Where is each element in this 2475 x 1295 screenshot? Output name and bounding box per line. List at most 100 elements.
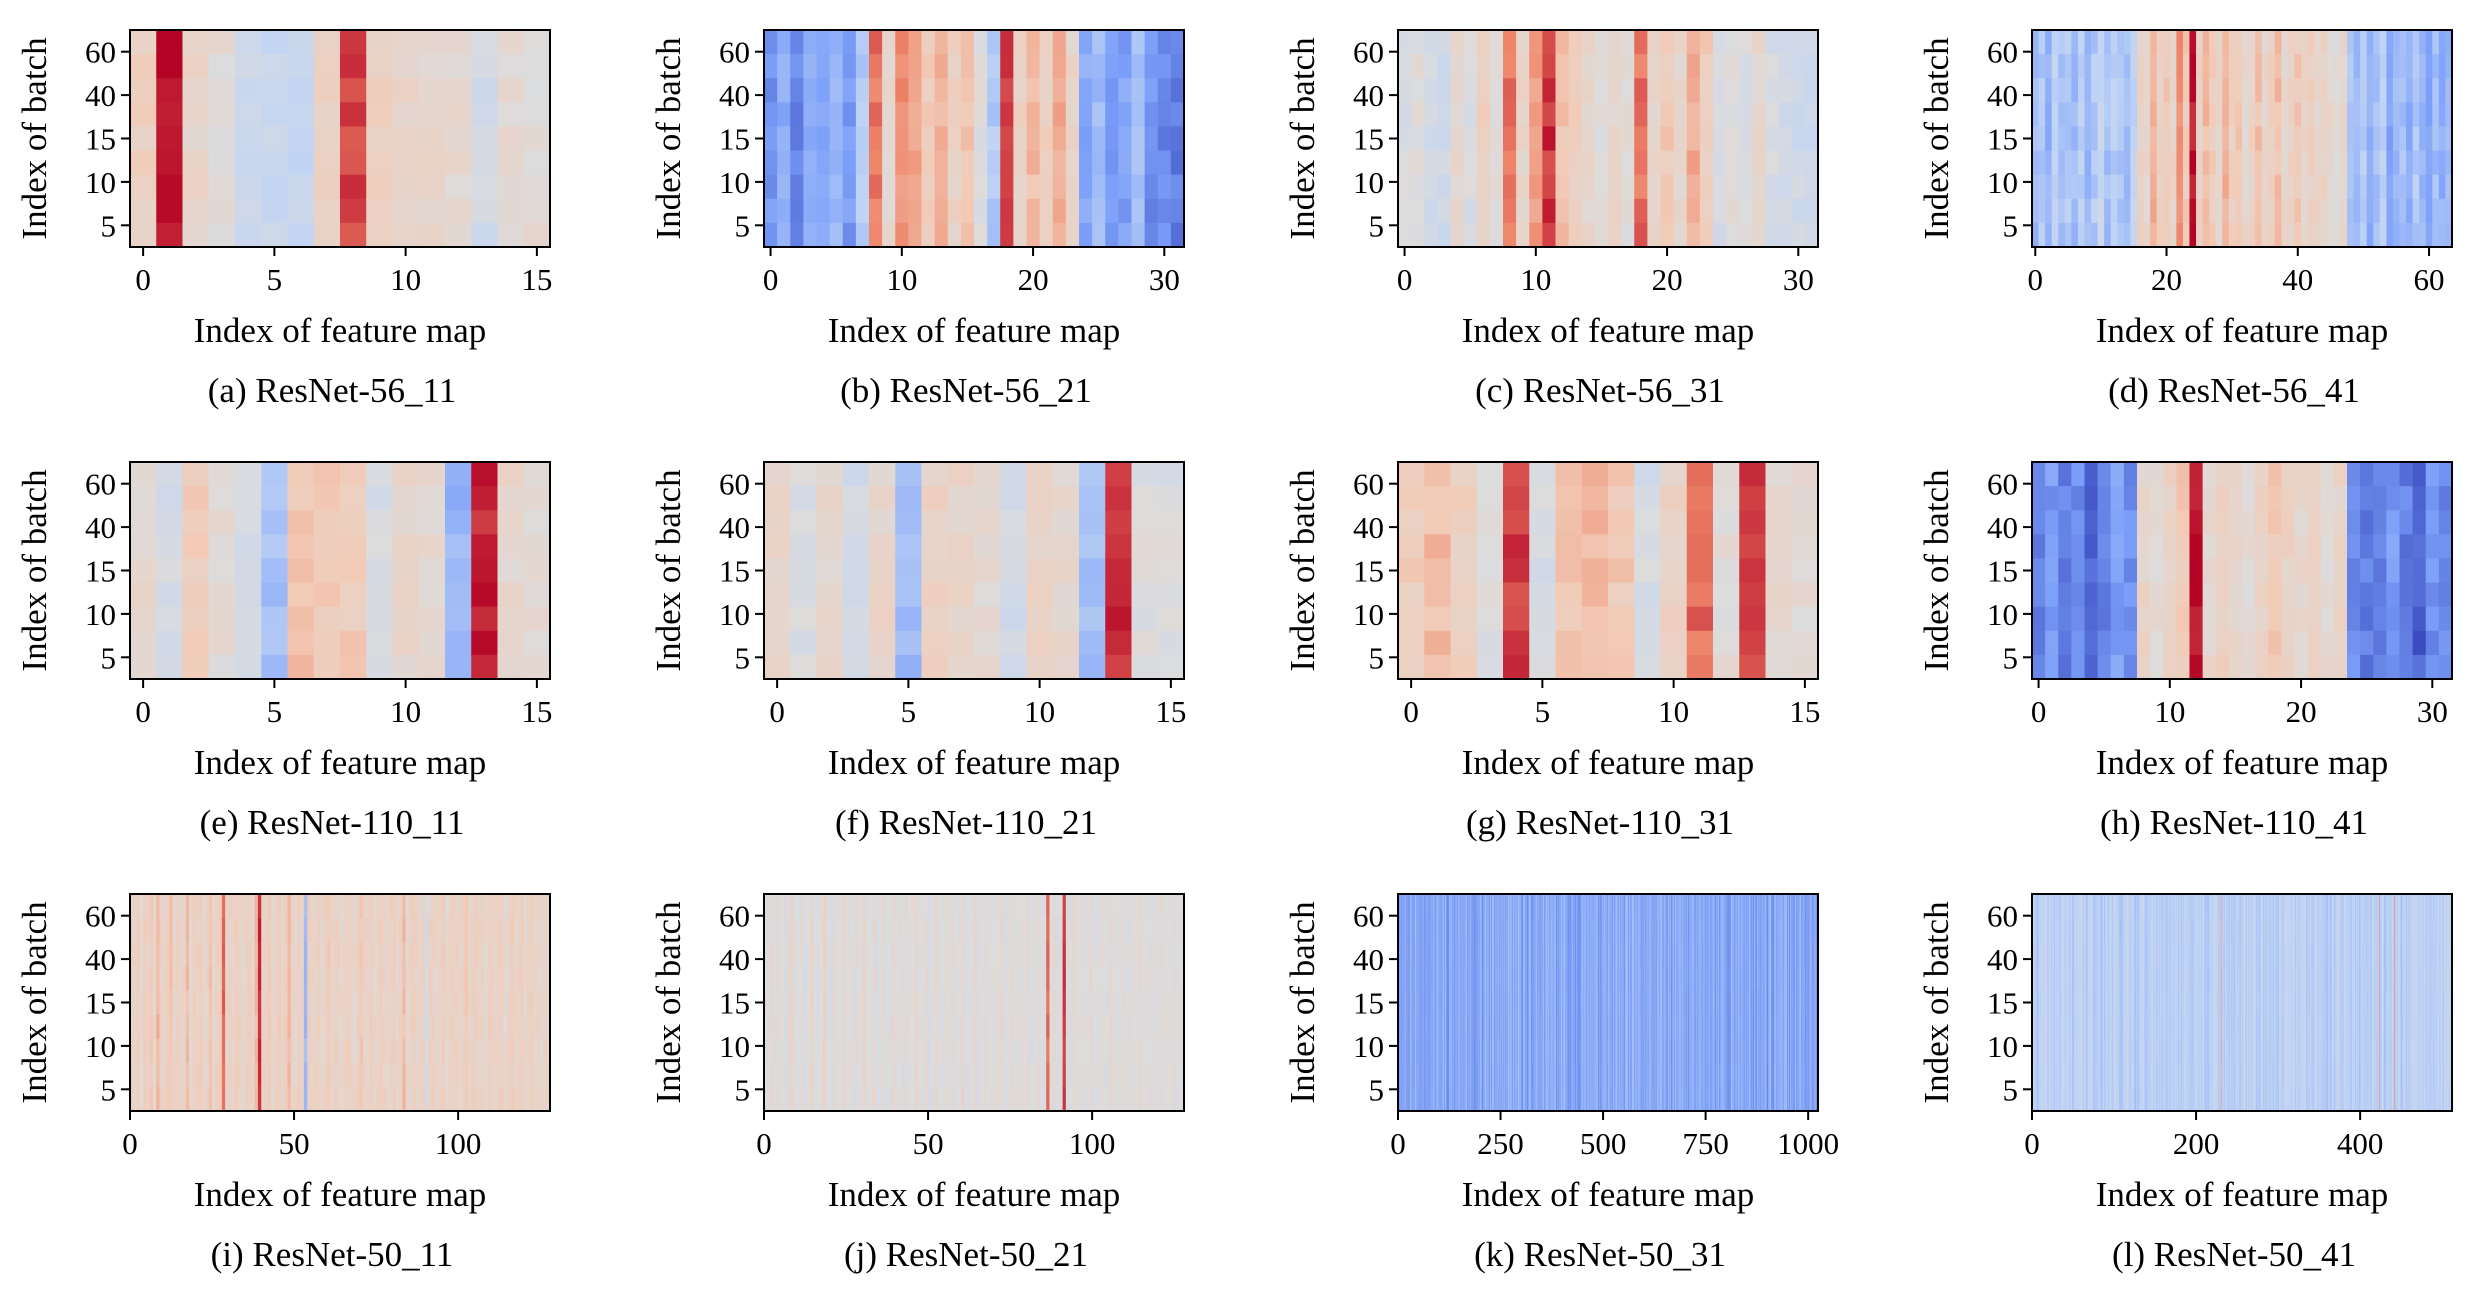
heatmap-cell	[842, 606, 870, 632]
heatmap-cell	[218, 1038, 223, 1064]
heatmap-cell	[846, 918, 850, 943]
heatmap-cell	[1056, 942, 1060, 967]
heatmap-cell	[323, 1062, 328, 1088]
heatmap-cell	[198, 1086, 203, 1112]
heatmap-cell	[1065, 30, 1080, 55]
heatmap-cell	[888, 1014, 893, 1040]
heatmap-cell	[1450, 630, 1478, 656]
heatmap-cell	[1411, 102, 1425, 128]
heatmap-cell	[1463, 150, 1478, 176]
heatmap-cell	[895, 198, 909, 224]
heatmap-cell	[944, 1038, 949, 1064]
heatmap-cell	[1062, 894, 1067, 919]
heatmap-cell	[169, 1086, 174, 1112]
heatmap-cell	[974, 918, 978, 943]
heatmap-cell	[947, 1014, 952, 1040]
heatmap-cell	[1450, 606, 1478, 632]
heatmap-cell	[543, 1038, 548, 1064]
heatmap-cell	[1042, 1014, 1047, 1040]
heatmap-cell	[2445, 54, 2453, 79]
heatmap-cell	[523, 102, 551, 128]
heatmap-cell	[490, 1086, 495, 1112]
y-axis-label: Index of batch	[15, 901, 54, 1104]
heatmap-cell	[274, 1086, 279, 1112]
heatmap-cell	[1013, 1038, 1018, 1064]
heatmap-cell	[527, 918, 531, 943]
heatmap-cell	[395, 918, 400, 943]
heatmap-cell	[764, 1014, 768, 1040]
heatmap-cell	[829, 150, 844, 176]
heatmap-cell	[458, 894, 463, 919]
heatmap-cell	[330, 966, 335, 992]
x-tick-label: 5	[267, 262, 283, 297]
heatmap-cell	[2366, 126, 2374, 152]
heatmap-cell	[366, 894, 371, 919]
heatmap-cell	[934, 1086, 939, 1112]
heatmap-cell	[1033, 1038, 1037, 1064]
heatmap-cell	[2215, 54, 2223, 79]
heatmap-cell	[2235, 126, 2243, 152]
heatmap-cell	[921, 510, 949, 535]
heatmap-cell	[1124, 1038, 1129, 1064]
heatmap-cell	[2097, 30, 2105, 55]
heatmap-cell	[793, 990, 798, 1016]
heatmap-cell	[2123, 534, 2138, 560]
heatmap-cell	[869, 918, 873, 943]
heatmap-cell	[385, 918, 390, 943]
heatmap-cell	[1424, 582, 1452, 608]
heatmap-cell	[1157, 486, 1185, 511]
heatmap-cell	[241, 1086, 246, 1112]
heatmap-cell	[1056, 1062, 1060, 1088]
heatmap-cell	[166, 990, 170, 1016]
heatmap-cell	[290, 1062, 295, 1088]
heatmap-cell	[878, 966, 883, 992]
heatmap-cell	[379, 942, 384, 967]
heatmap-cell	[1131, 918, 1136, 943]
heatmap-cell	[284, 1062, 289, 1088]
heatmap-cell	[1476, 222, 1491, 248]
heatmap-cell	[1529, 150, 1543, 176]
heatmap-cell	[770, 1014, 775, 1040]
heatmap-cell	[1121, 990, 1126, 1016]
heatmap-cell	[523, 174, 551, 200]
heatmap-cell	[280, 918, 285, 943]
heatmap-cell	[895, 606, 923, 632]
heatmap-cell	[1608, 510, 1635, 535]
heatmap-cell	[484, 966, 489, 992]
heatmap-cell	[389, 966, 394, 992]
heatmap-cell	[790, 1014, 795, 1040]
heatmap-cell	[536, 1062, 541, 1088]
heatmap-cell	[169, 1014, 174, 1040]
heatmap-cell	[418, 78, 446, 103]
heatmap-cell	[2360, 150, 2368, 176]
heatmap-cell	[497, 894, 502, 919]
heatmap-cell	[1118, 198, 1133, 224]
heatmap-cell	[2301, 174, 2309, 200]
heatmap-cell	[2215, 558, 2230, 584]
heatmap-cell	[218, 942, 223, 967]
heatmap-cell	[385, 1014, 390, 1040]
heatmap-cell	[2432, 54, 2440, 79]
heatmap-cell	[159, 1062, 164, 1088]
heatmap-cell	[1141, 918, 1146, 943]
heatmap-cell	[533, 966, 538, 992]
heatmap-cell	[235, 462, 262, 487]
heatmap-cell	[169, 942, 174, 967]
heatmap-cell	[1476, 150, 1491, 176]
heatmap-cell	[1568, 126, 1583, 152]
heatmap-cell	[2294, 150, 2302, 176]
heatmap-cell	[2268, 558, 2282, 584]
heatmap-cell	[1105, 486, 1133, 511]
heatmap-cell	[826, 1062, 831, 1088]
heatmap-cell	[2281, 630, 2296, 656]
heatmap-cell	[2419, 198, 2427, 224]
heatmap-cell	[1010, 894, 1014, 919]
heatmap-cell	[1026, 510, 1054, 535]
heatmap-cell	[1026, 54, 1041, 79]
heatmap-cell	[1686, 486, 1714, 511]
heatmap-cell	[1108, 990, 1113, 1016]
heatmap-cell	[1161, 966, 1165, 992]
heatmap-cell	[340, 222, 367, 248]
heatmap-cell	[1157, 918, 1162, 943]
heatmap-cell	[780, 1062, 785, 1088]
